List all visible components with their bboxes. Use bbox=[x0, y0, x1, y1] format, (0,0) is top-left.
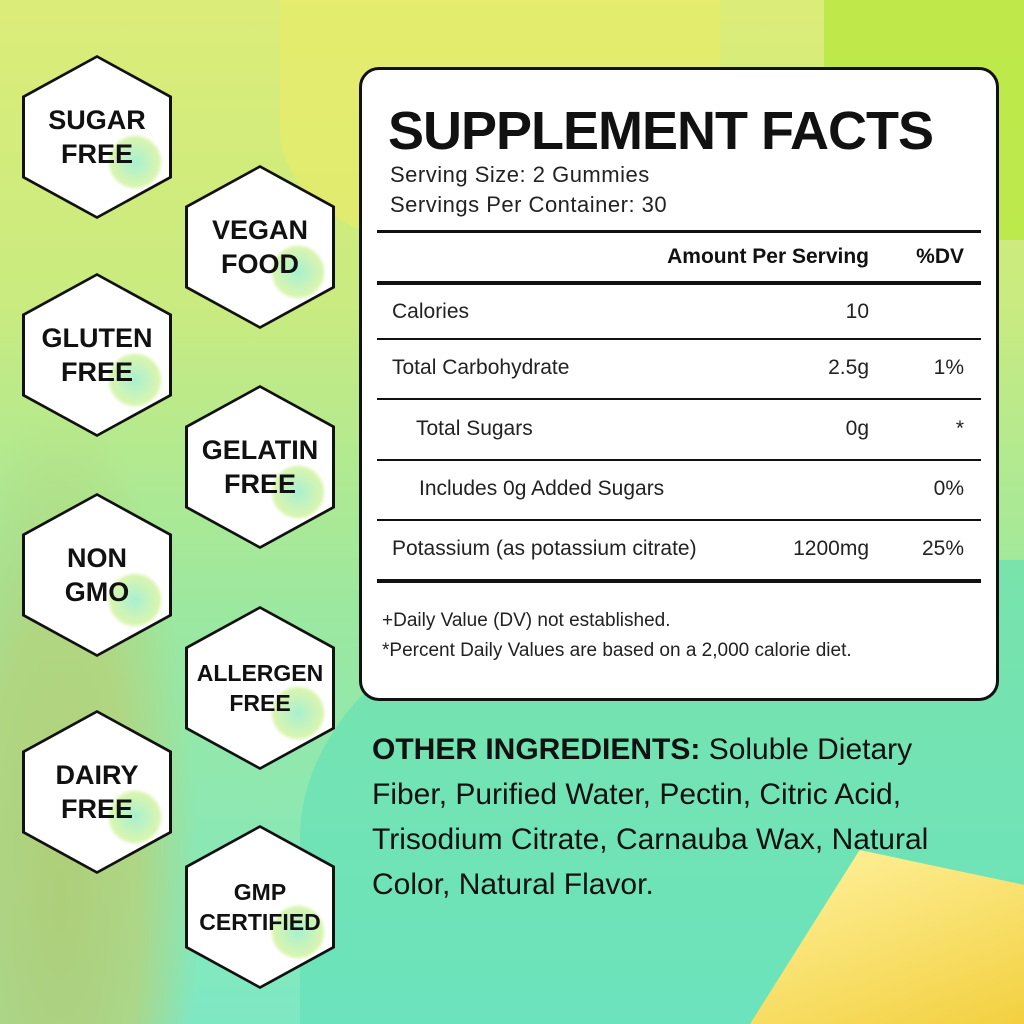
serving-size: Serving Size: 2 Gummies bbox=[390, 162, 650, 187]
divider bbox=[377, 459, 981, 461]
nutrient-name: Total Sugars bbox=[416, 417, 533, 440]
nutrient-amount: 1200mg bbox=[793, 537, 869, 560]
nutrient-name: Calories bbox=[392, 300, 470, 323]
facts-row: Total Carbohydrate 2.5g 1% bbox=[392, 356, 964, 386]
facts-row: Calories 10 bbox=[392, 300, 964, 330]
badge-text: FREE bbox=[60, 139, 133, 169]
supplement-facts-panel: SUPPLEMENT FACTS Serving Size: 2 Gummies… bbox=[359, 67, 999, 701]
footnote: +Daily Value (DV) not established. bbox=[382, 610, 671, 631]
badge-text: GLUTEN bbox=[41, 323, 153, 353]
badge-text: GMO bbox=[64, 577, 130, 607]
ingredients-text: Soluble Dietary Fiber, Purified Water, P… bbox=[372, 733, 929, 901]
divider bbox=[377, 398, 981, 400]
divider bbox=[377, 281, 981, 285]
other-ingredients: OTHER INGREDIENTS: Soluble Dietary Fiber… bbox=[372, 727, 992, 907]
badge-text: VEGAN bbox=[211, 215, 309, 245]
nutrient-dv: 0% bbox=[933, 477, 964, 500]
badge-sugar-free: SUGAR FREE bbox=[22, 55, 172, 219]
badge-gelatin-free: GELATIN FREE bbox=[185, 385, 335, 549]
nutrient-amount: 0g bbox=[845, 417, 869, 440]
facts-row: Total Sugars 0g * bbox=[416, 417, 964, 447]
amount-header: Amount Per Serving bbox=[667, 245, 869, 268]
nutrient-dv: 1% bbox=[933, 356, 964, 379]
nutrient-name: Potassium (as potassium citrate) bbox=[392, 537, 697, 560]
divider bbox=[377, 579, 981, 583]
nutrient-dv: 25% bbox=[921, 537, 964, 560]
badge-text: FOOD bbox=[221, 249, 299, 279]
badge-allergen-free: ALLERGEN FREE bbox=[185, 606, 335, 770]
nutrient-name: Includes 0g Added Sugars bbox=[419, 477, 665, 500]
facts-header-row: Amount Per Serving %DV bbox=[392, 245, 964, 275]
badge-text: FREE bbox=[223, 469, 296, 499]
nutrient-dv: * bbox=[955, 417, 964, 440]
facts-title: SUPPLEMENT FACTS bbox=[388, 101, 934, 161]
badge-text: FREE bbox=[60, 357, 133, 387]
servings-per-container: Servings Per Container: 30 bbox=[390, 192, 668, 217]
badge-text: DAIRY bbox=[55, 760, 139, 790]
badge-text: ALLERGEN bbox=[196, 660, 324, 686]
nutrient-amount: 10 bbox=[845, 300, 869, 323]
nutrient-name: Total Carbohydrate bbox=[392, 356, 570, 379]
badge-text: NON bbox=[67, 543, 127, 573]
facts-row: Potassium (as potassium citrate) 1200mg 25… bbox=[392, 537, 964, 567]
badge-gluten-free: GLUTEN FREE bbox=[22, 273, 172, 437]
divider bbox=[377, 338, 981, 340]
ingredients-label: OTHER INGREDIENTS: bbox=[372, 733, 701, 766]
dv-header: %DV bbox=[916, 245, 964, 268]
divider bbox=[377, 519, 981, 521]
facts-row: Includes 0g Added Sugars 0% bbox=[419, 477, 964, 507]
badge-vegan-food: VEGAN FOOD bbox=[185, 165, 335, 329]
badge-text: FREE bbox=[60, 794, 133, 824]
divider bbox=[377, 230, 981, 233]
badge-text: GMP bbox=[233, 879, 287, 905]
badge-text: CERTIFIED bbox=[199, 909, 321, 935]
badge-text: GELATIN bbox=[201, 435, 319, 465]
footnote: *Percent Daily Values are based on a 2,0… bbox=[382, 640, 852, 661]
badge-text: SUGAR bbox=[48, 105, 146, 135]
nutrient-amount: 2.5g bbox=[828, 356, 869, 379]
badge-text: FREE bbox=[229, 690, 291, 716]
